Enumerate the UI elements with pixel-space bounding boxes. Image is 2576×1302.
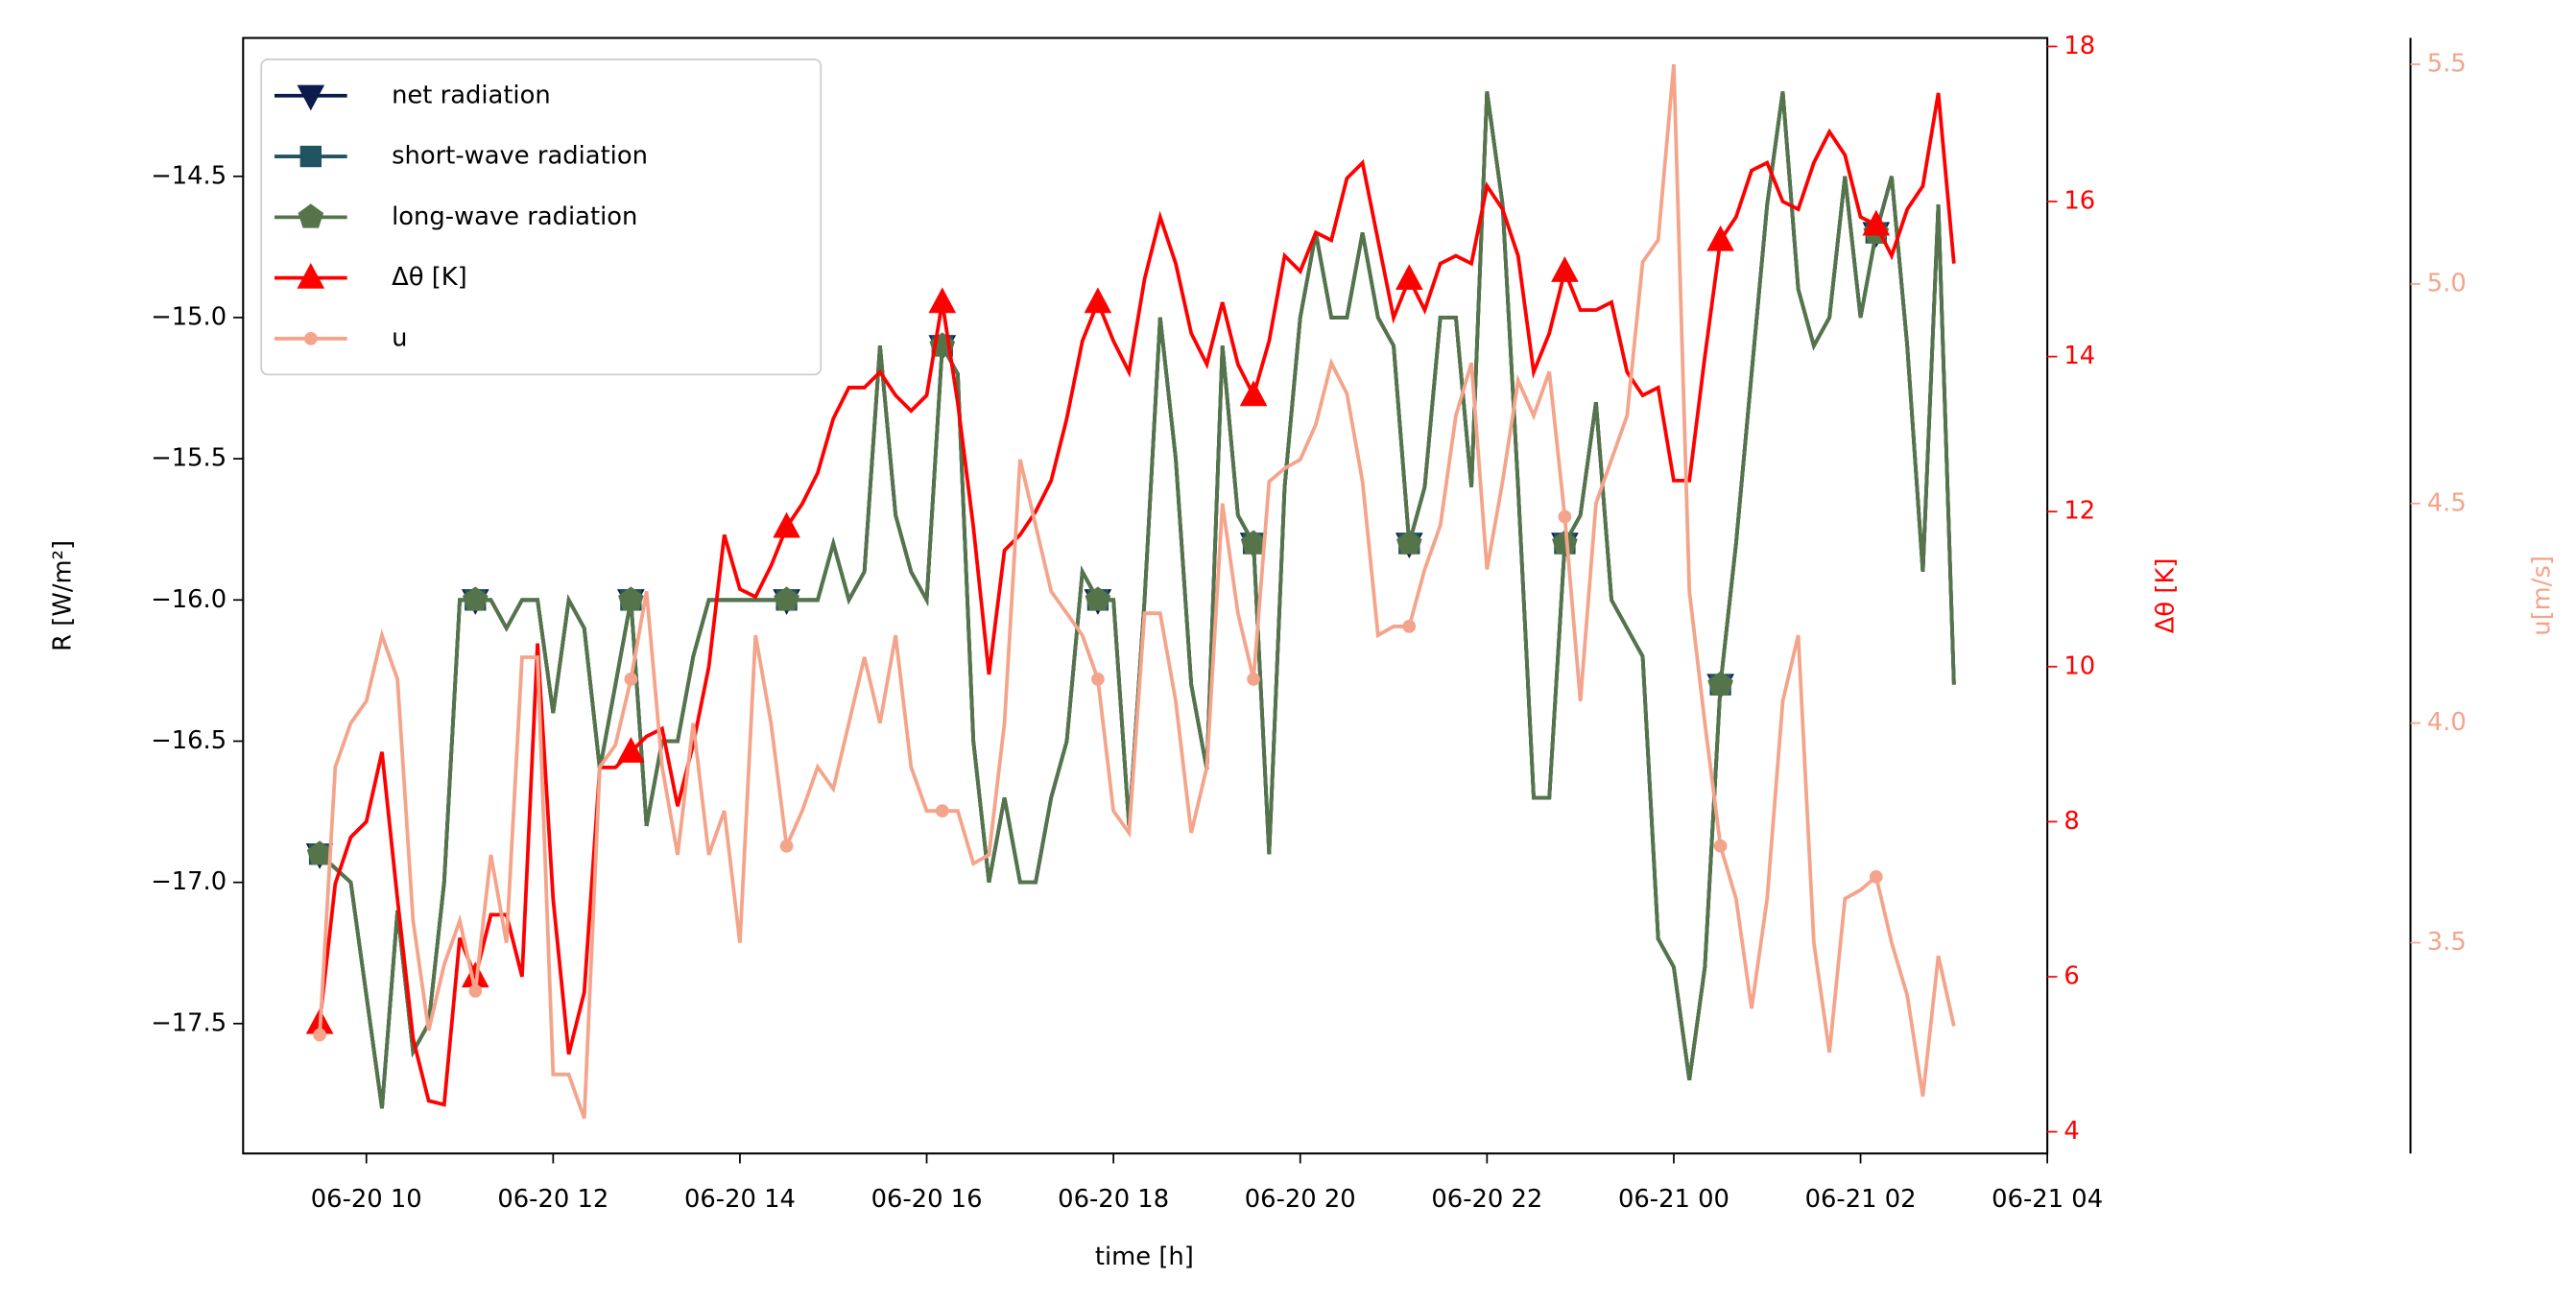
series-line xyxy=(318,63,1956,1120)
marker xyxy=(298,203,324,228)
marker xyxy=(1084,287,1112,314)
marker xyxy=(1551,256,1579,282)
marker xyxy=(313,1028,326,1042)
y2-tick-label: 4 xyxy=(2063,1117,2079,1146)
x-tick-label: 06-21 02 xyxy=(1805,1185,1917,1214)
marker xyxy=(1558,509,1572,524)
marker xyxy=(1091,672,1105,686)
y-tick-label: −15.0 xyxy=(151,302,227,331)
legend-label: u xyxy=(392,323,407,352)
marker xyxy=(303,332,318,345)
x-tick-label: 06-21 04 xyxy=(1992,1185,2103,1214)
y3-tick-label: 4.0 xyxy=(2427,708,2467,737)
marker xyxy=(1395,264,1423,291)
y2-tick-label: 10 xyxy=(2063,651,2095,680)
marker xyxy=(297,84,325,111)
marker xyxy=(617,737,645,763)
x-axis-label: time [h] xyxy=(1095,1243,1194,1271)
y-tick-label: −15.5 xyxy=(151,444,227,473)
x-tick-label: 06-20 22 xyxy=(1431,1185,1542,1214)
marker xyxy=(1552,530,1578,555)
y2-tick-label: 18 xyxy=(2063,32,2095,60)
y2-tick-label: 8 xyxy=(2063,807,2079,836)
marker xyxy=(1396,530,1422,555)
legend-label: short-wave radiation xyxy=(392,142,648,171)
marker xyxy=(1706,225,1734,251)
marker xyxy=(1085,586,1111,611)
legend-label: Δθ [K] xyxy=(392,263,467,292)
y3-tick-label: 5.0 xyxy=(2427,269,2467,297)
y-tick-label: −17.0 xyxy=(151,867,227,896)
x-tick-label: 06-21 00 xyxy=(1618,1185,1729,1214)
y3-axis-label: u[m/s] xyxy=(2528,556,2557,636)
y3-tick-label: 3.5 xyxy=(2427,928,2467,957)
series-line xyxy=(318,92,1956,1107)
x-tick-label: 06-20 10 xyxy=(311,1185,422,1214)
plot-frame xyxy=(242,36,2049,1155)
y3-tick-label: 5.5 xyxy=(2427,50,2467,79)
marker xyxy=(1402,620,1417,633)
y-axis-label: R [W/m²] xyxy=(48,540,77,651)
plot-area xyxy=(305,63,1956,1120)
x-tick-label: 06-20 16 xyxy=(871,1185,983,1214)
marker xyxy=(468,983,483,998)
y-tick-label: −16.5 xyxy=(151,726,227,755)
x-tick-label: 06-20 12 xyxy=(497,1185,608,1214)
y-tick-label: −17.5 xyxy=(151,1008,227,1037)
marker xyxy=(1713,839,1728,853)
y2-tick-label: 14 xyxy=(2063,342,2095,370)
marker xyxy=(297,263,325,289)
legend-label: net radiation xyxy=(392,81,551,109)
marker xyxy=(928,287,957,314)
marker xyxy=(1247,672,1260,686)
y2-tick-label: 6 xyxy=(2063,961,2079,990)
y-tick-label: −16.0 xyxy=(151,585,227,614)
y-tick-label: −14.5 xyxy=(151,161,227,190)
marker xyxy=(1239,380,1268,407)
y2-tick-label: 12 xyxy=(2063,497,2095,526)
x-tick-label: 06-20 18 xyxy=(1058,1185,1169,1214)
x-tick-label: 06-20 14 xyxy=(684,1185,796,1214)
marker xyxy=(1707,671,1733,696)
marker xyxy=(624,672,638,686)
marker xyxy=(1862,209,1891,236)
y3-tick-label: 4.5 xyxy=(2427,488,2467,517)
marker xyxy=(1869,869,1883,884)
marker xyxy=(935,804,949,818)
marker xyxy=(779,839,794,853)
legend-label: long-wave radiation xyxy=(392,202,637,231)
marker xyxy=(299,145,322,168)
marker xyxy=(773,511,800,538)
marker xyxy=(774,586,799,611)
legend-box xyxy=(260,59,823,376)
marker xyxy=(618,586,644,611)
y2-axis-label: Δθ [K] xyxy=(2151,558,2180,634)
marker xyxy=(463,586,489,611)
x-tick-label: 06-20 20 xyxy=(1245,1185,1356,1214)
y2-tick-label: 16 xyxy=(2063,187,2095,216)
